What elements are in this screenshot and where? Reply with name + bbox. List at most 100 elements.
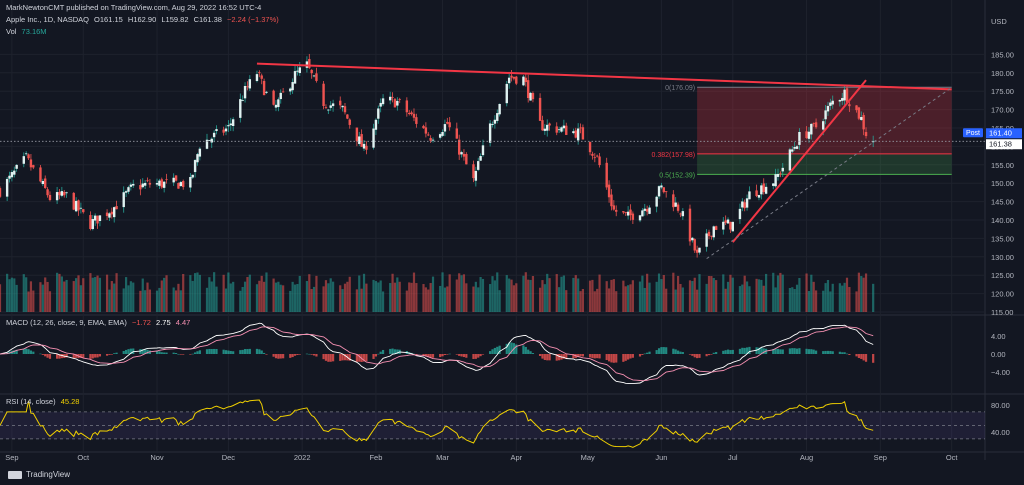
candle-body <box>91 219 94 230</box>
macd-histogram-bar <box>298 354 301 355</box>
trendlines[interactable] <box>0 62 985 260</box>
volume-bar <box>310 289 313 312</box>
macd-histogram-bar <box>65 354 68 358</box>
fibonacci-retracement[interactable]: 0(176.09) 0.382(157.98) 0.5(152.39) <box>652 85 952 179</box>
candle-body <box>857 107 861 119</box>
macd-histogram-bar <box>860 354 863 359</box>
candle-body <box>510 75 513 78</box>
volume-bar <box>246 277 249 312</box>
macd-histogram-bar <box>362 354 366 362</box>
candle-body <box>555 126 558 133</box>
volume-bar <box>293 284 297 312</box>
volume-bar <box>791 287 794 312</box>
volume-bar <box>577 278 580 312</box>
macd-histogram-bar <box>272 354 275 357</box>
volume-bar <box>265 272 268 312</box>
candle-body <box>862 115 865 130</box>
candle-body <box>124 191 128 193</box>
macd-histogram-bar <box>508 342 511 354</box>
candle-body <box>227 125 230 127</box>
macd-histogram-bar <box>322 354 325 360</box>
volume-bar <box>810 274 813 312</box>
candle-body <box>722 221 725 230</box>
y-tick-label: 135.00 <box>991 234 1014 243</box>
candle-body <box>581 127 585 140</box>
symbol-name: Apple Inc., 1D, NASDAQ <box>6 15 89 24</box>
macd-histogram-bar <box>812 349 815 354</box>
candle-body <box>179 182 183 187</box>
candle-body <box>772 183 775 186</box>
candle-body <box>55 192 59 201</box>
volume-bar <box>826 279 830 312</box>
volume-bar <box>193 273 197 312</box>
volume-bar <box>27 291 30 312</box>
candle-body <box>24 153 28 155</box>
volume-bar <box>213 272 216 312</box>
candle-body <box>243 86 247 99</box>
macd-histogram-bar <box>555 354 558 361</box>
volume-bar <box>807 291 811 312</box>
candle-body <box>222 129 225 133</box>
macd-histogram-bar <box>707 354 711 356</box>
volume-bar <box>424 287 427 312</box>
volume-bar <box>848 287 851 312</box>
candle-body <box>526 80 530 99</box>
candle-body <box>781 167 784 172</box>
volume-bar <box>872 283 875 312</box>
volume-bar <box>72 281 75 312</box>
volume-bar <box>25 277 28 312</box>
volume-bar <box>710 276 713 312</box>
candlestick-series[interactable] <box>0 53 875 258</box>
volume-bar <box>79 285 82 312</box>
volume-bar <box>474 281 477 312</box>
macd-histogram-bar <box>46 354 49 358</box>
x-tick-label: Jun <box>655 453 667 462</box>
macd-histogram-bar <box>308 353 311 355</box>
volume-bar <box>410 282 413 312</box>
macd-histogram-bar <box>788 348 792 354</box>
candle-body <box>729 221 732 230</box>
macd-histogram-bar <box>210 349 213 354</box>
volume-bar <box>560 276 563 312</box>
volume-bar <box>205 287 209 312</box>
macd-histogram-bar <box>29 350 33 354</box>
candle-body <box>507 77 511 84</box>
macd-histogram-bar <box>27 349 30 354</box>
macd-histogram-bar <box>163 352 166 354</box>
candle-body <box>593 157 597 159</box>
macd-histogram-bar <box>110 354 113 355</box>
candle-body <box>115 206 118 210</box>
volume-bar <box>738 286 742 312</box>
volume-bar <box>610 279 613 312</box>
macd-histogram-bar <box>208 348 211 354</box>
macd-histogram-bar <box>339 354 342 361</box>
volume-bar <box>574 275 577 312</box>
rsi-pane[interactable] <box>0 399 985 448</box>
volume-bar <box>232 281 235 312</box>
candle-body <box>108 213 111 218</box>
macd-histogram-bar <box>722 350 725 354</box>
fib-level-label: 0.5(152.39) <box>659 172 695 179</box>
candle-body <box>624 212 627 213</box>
macd-histogram-bar <box>591 354 594 359</box>
candle-body <box>74 200 78 212</box>
volume-bar <box>429 283 432 312</box>
volume-bar <box>331 281 335 312</box>
candle-body <box>5 178 9 197</box>
macd-histogram-bar <box>715 351 718 354</box>
rising-trendline <box>732 79 867 243</box>
fib-zone-upper <box>697 87 952 154</box>
candle-body <box>113 207 116 218</box>
macd-histogram-bar <box>191 353 194 355</box>
volume-bar <box>624 286 627 312</box>
candle-body <box>738 208 742 220</box>
candle-body <box>607 184 611 198</box>
macd-histogram-bar <box>472 354 475 359</box>
candle-body <box>132 183 135 186</box>
volume-bar <box>13 278 16 312</box>
post-label-badge <box>963 128 983 138</box>
macd-pane[interactable] <box>0 322 875 385</box>
y-tick-label: 120.00 <box>991 290 1014 299</box>
volume-bar <box>638 281 642 312</box>
